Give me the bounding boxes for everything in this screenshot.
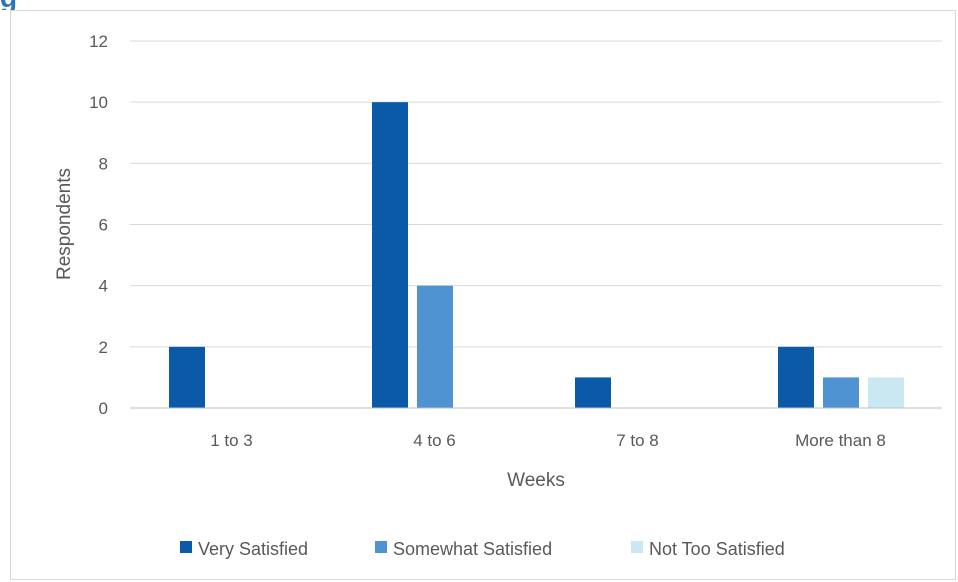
legend-label: Not Too Satisfied bbox=[649, 539, 785, 559]
x-axis-label: Weeks bbox=[507, 470, 565, 491]
x-tick-label: 7 to 8 bbox=[616, 431, 659, 450]
bar-very-satisfied-3 bbox=[778, 346, 814, 408]
y-tick-label: 4 bbox=[99, 277, 108, 296]
x-tick-label: 4 to 6 bbox=[413, 431, 456, 450]
bar-somewhat-satisfied-3 bbox=[823, 377, 859, 408]
bar-very-satisfied-1 bbox=[372, 102, 408, 409]
legend: Very Satisfied Somewhat Satisfied Not Too … bbox=[180, 539, 785, 559]
bar-very-satisfied-0 bbox=[169, 346, 205, 408]
y-tick-label: 0 bbox=[99, 399, 108, 418]
legend-label: Somewhat Satisfied bbox=[393, 539, 552, 559]
y-tick-label: 10 bbox=[89, 93, 108, 112]
y-tick-label: 2 bbox=[99, 338, 108, 357]
bar-not-too-satisfied-3 bbox=[868, 377, 904, 408]
x-tick-label: More than 8 bbox=[795, 431, 886, 450]
y-tick-label: 6 bbox=[99, 216, 108, 235]
legend-label: Very Satisfied bbox=[198, 539, 308, 559]
legend-swatch-very-satisfied bbox=[180, 541, 192, 553]
legend-swatch-somewhat-satisfied bbox=[375, 541, 387, 553]
y-axis-ticks: 0 2 4 6 8 10 12 bbox=[89, 32, 108, 418]
x-tick-label: 1 to 3 bbox=[210, 431, 253, 450]
gridlines bbox=[130, 40, 942, 348]
legend-swatch-not-too-satisfied bbox=[631, 541, 643, 553]
y-tick-label: 8 bbox=[99, 154, 108, 173]
bar-somewhat-satisfied-1 bbox=[417, 285, 453, 408]
x-axis-ticks: 1 to 3 4 to 6 7 to 8 More than 8 bbox=[210, 431, 886, 450]
bars bbox=[169, 102, 904, 409]
bar-very-satisfied-2 bbox=[575, 377, 611, 408]
y-axis-label: Respondents bbox=[54, 168, 75, 280]
chart-title-fragment: g bbox=[0, 0, 40, 10]
y-tick-label: 12 bbox=[89, 32, 108, 51]
chart-frame bbox=[10, 10, 956, 580]
